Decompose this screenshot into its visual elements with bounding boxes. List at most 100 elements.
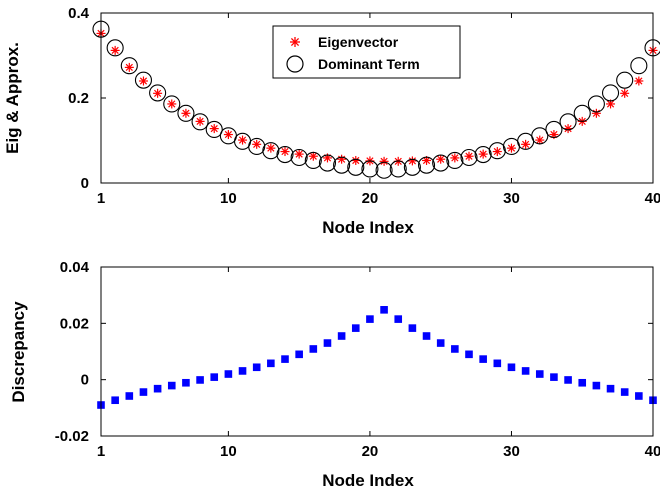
legend-label-eigenvector: Eigenvector: [318, 34, 399, 50]
top-plot-ticks: 1 10 20 30 40 0 0.2 0.4: [68, 5, 660, 207]
discrepancy-point: [224, 370, 233, 378]
eigenvector-point: [521, 139, 531, 149]
discrepancy-point: [606, 384, 615, 393]
eigenvector-point: [464, 151, 474, 161]
top-x-axis-label: Node Index: [322, 218, 414, 237]
discrepancy-point: [521, 367, 530, 375]
dominant-term-point: [601, 84, 620, 102]
dominant-term-point: [545, 120, 563, 138]
eigenvector-point: [535, 135, 545, 145]
legend-entry-eigenvector: Eigenvector: [290, 34, 399, 50]
discrepancy-point: [267, 359, 275, 368]
discrepancy-point: [366, 315, 374, 323]
eigenvector-point: [634, 76, 644, 86]
bottom-x-tick-label: 1: [97, 443, 105, 460]
bottom-x-tick-label: 30: [503, 443, 520, 460]
dominant-term-point: [474, 145, 492, 164]
bottom-plot-axes-box: [100, 266, 654, 437]
discrepancy-point: [408, 324, 417, 332]
dominant-term-point: [587, 95, 605, 113]
discrepancy-point: [620, 388, 629, 396]
eigenvector-point: [252, 139, 262, 149]
bottom-x-tick-label: 10: [220, 443, 237, 460]
discrepancy-point: [578, 378, 587, 387]
dominant-term-point: [177, 104, 195, 122]
discrepancy-point: [238, 367, 247, 375]
eigenvector-point: [153, 88, 163, 98]
dominant-term-point: [318, 154, 337, 172]
legend-entry-dominant-term: Dominant Term: [286, 55, 420, 73]
top-x-tick-label: 10: [220, 190, 237, 207]
dominant-term-point: [149, 84, 167, 102]
bottom-y-tick-label: 0: [81, 372, 89, 389]
eigenvector-point: [223, 130, 233, 140]
dominant-term-point: [191, 113, 209, 131]
discrepancy-point: [309, 345, 318, 353]
dominant-term-point: [205, 120, 223, 138]
top-plot: 1 10 20 30 40 0 0.2 0.4 Node Index Eig & Approx…: [3, 5, 660, 237]
discrepancy-point: [153, 384, 162, 393]
eigenvector-point: [492, 147, 502, 157]
dominant-term-point: [573, 104, 591, 122]
legend: Eigenvector Dominant Term: [272, 25, 461, 79]
eigenvector-point: [478, 149, 488, 159]
top-y-tick-label: 0.2: [68, 90, 89, 107]
dominant-term-point: [375, 161, 393, 179]
discrepancy-point: [564, 376, 572, 384]
top-x-tick-label: 40: [645, 190, 660, 207]
eigenvector-point: [124, 62, 134, 72]
discrepancy-point: [535, 370, 544, 378]
discrepancy-point: [139, 388, 148, 396]
eigenvector-point: [308, 151, 318, 161]
dominant-term-point: [559, 113, 577, 131]
dominant-term-point: [120, 57, 138, 75]
eigenvector-point: [351, 155, 361, 165]
dominant-term-point: [361, 160, 379, 178]
dominant-term-point: [347, 158, 365, 176]
eigenvector-point: [294, 149, 304, 159]
discrepancy-point: [351, 324, 360, 332]
dominant-term-point: [389, 160, 407, 178]
bottom-x-axis-label: Node Index: [322, 471, 414, 490]
top-x-tick-label: 20: [362, 190, 379, 207]
dominant-term-point: [106, 39, 124, 57]
discrepancy-point: [550, 373, 558, 381]
discrepancy-point: [507, 363, 516, 372]
discrepancy-point: [337, 332, 346, 340]
discrepancy-point: [592, 381, 601, 390]
discrepancy-point: [210, 373, 219, 381]
discrepancy-point: [451, 345, 459, 353]
top-y-tick-label: 0: [81, 175, 89, 192]
eigenvector-point: [280, 147, 290, 157]
dominant-term-point: [134, 71, 153, 89]
eigenvector-point: [450, 153, 460, 163]
discrepancy-point: [323, 339, 332, 347]
dominant-term-point: [432, 154, 450, 172]
eigenvector-point: [563, 124, 573, 134]
bottom-plot-marks: [97, 306, 657, 409]
top-y-tick-label: 0.4: [68, 5, 90, 22]
discrepancy-point: [111, 396, 119, 405]
dominant-term-point: [460, 148, 478, 167]
bottom-y-axis-label: Discrepancy: [9, 301, 28, 403]
dominant-term-point: [276, 145, 294, 164]
eigenvector-point: [209, 124, 219, 134]
eigenvector-point: [110, 45, 120, 55]
discrepancy-point: [479, 355, 487, 363]
discrepancy-point: [182, 378, 190, 387]
bottom-y-tick-label: 0.04: [60, 259, 90, 276]
top-x-tick-label: 30: [503, 190, 520, 207]
discrepancy-point: [196, 376, 204, 384]
discrepancy-point: [380, 306, 388, 314]
bottom-y-tick-label: 0.02: [60, 315, 89, 332]
legend-circle-icon: [286, 55, 304, 73]
dominant-term-point: [403, 158, 421, 176]
bottom-x-tick-label: 20: [362, 443, 379, 460]
discrepancy-point: [125, 392, 134, 400]
discrepancy-point: [167, 381, 176, 390]
dominant-term-point: [262, 142, 280, 160]
eigenvector-point: [167, 99, 177, 109]
eigenvector-point: [238, 135, 248, 145]
eigenvector-point: [620, 88, 630, 98]
